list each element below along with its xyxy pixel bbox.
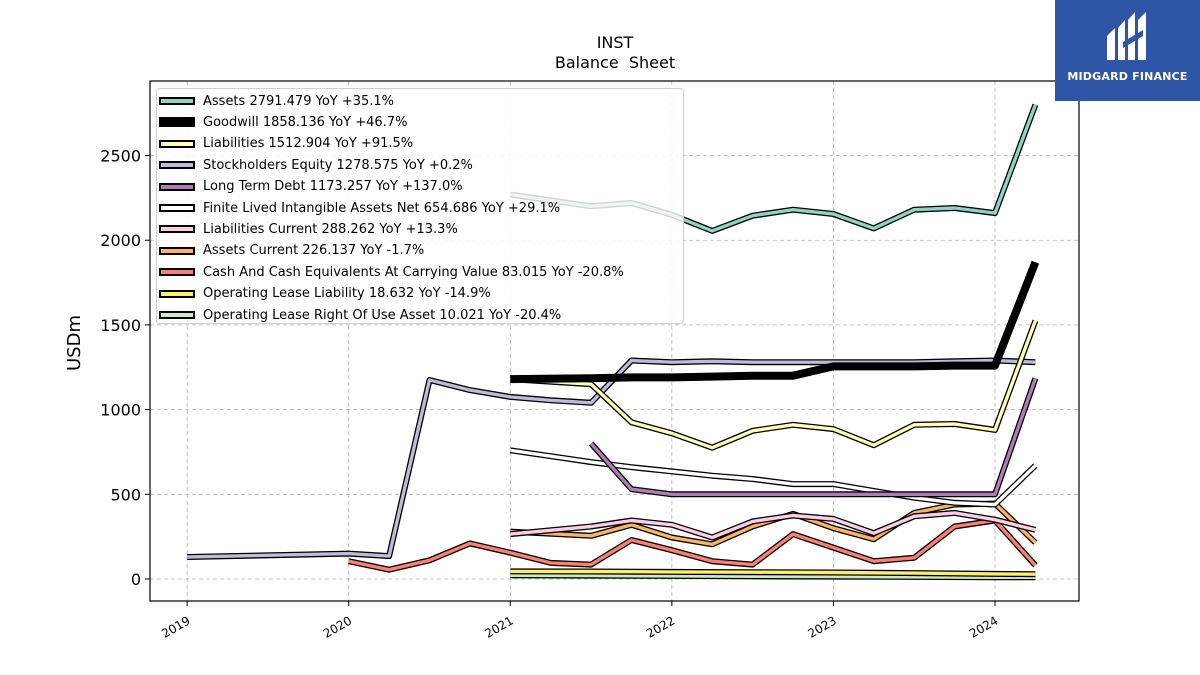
y-tick-label: 0: [131, 570, 141, 589]
legend-item: Liabilities 1512.904 YoY +91.5%: [159, 134, 413, 154]
legend-label: Liabilities Current 288.262 YoY +13.3%: [203, 221, 458, 237]
midgard-logo-icon: [1107, 12, 1146, 60]
legend-item: Stockholders Equity 1278.575 YoY +0.2%: [159, 155, 473, 175]
legend-swatch: [159, 268, 195, 277]
legend-label: Assets 2791.479 YoY +35.1%: [203, 93, 395, 109]
series-line: [187, 358, 1036, 559]
legend-swatch: [159, 289, 195, 298]
legend-item: Cash And Cash Equivalents At Carrying Va…: [159, 262, 624, 282]
legend-item: Liabilities Current 288.262 YoY +13.3%: [159, 219, 458, 239]
y-tick-label: 1500: [100, 316, 141, 335]
chart-title: INST: [597, 33, 634, 52]
legend-swatch: [159, 117, 195, 128]
legend-item: Operating Lease Right Of Use Asset 10.02…: [159, 305, 561, 325]
legend-label: Cash And Cash Equivalents At Carrying Va…: [203, 264, 624, 280]
x-tick-label: 2020: [321, 613, 354, 640]
legend-label: Stockholders Equity 1278.575 YoY +0.2%: [203, 157, 473, 173]
plot-frame: [149, 80, 1080, 602]
series-10: [510, 572, 1036, 581]
brand-name: MIDGARD FINANCE: [1067, 70, 1188, 83]
brand-logo: MIDGARD FINANCE: [1055, 0, 1200, 101]
legend-label: Goodwill 1858.136 YoY +46.7%: [203, 114, 408, 130]
legend-label: Assets Current 226.137 YoY -1.7%: [203, 243, 425, 259]
chart-subtitle: Balance Sheet: [555, 53, 675, 72]
x-tick-label: 2022: [644, 613, 677, 640]
legend-swatch: [159, 97, 195, 105]
legend-swatch: [159, 311, 195, 319]
series-line: [510, 511, 1036, 540]
series-8: [348, 517, 1038, 573]
legend-item: Goodwill 1858.136 YoY +46.7%: [159, 112, 407, 132]
series-line: [510, 448, 1037, 507]
y-tick-label: 500: [110, 485, 141, 504]
series-6: [510, 509, 1037, 541]
series-line: [589, 377, 1038, 496]
legend-swatch: [159, 204, 195, 212]
legend-swatch: [159, 161, 195, 170]
series-9: [510, 568, 1036, 578]
legend-item: Long Term Debt 1173.257 YoY +137.0%: [159, 177, 463, 197]
legend-swatch: [159, 246, 195, 255]
y-tick-label: 1000: [100, 401, 141, 420]
series-1: [510, 260, 1040, 384]
x-tick-label: 2021: [482, 613, 515, 640]
legend-swatch: [159, 182, 195, 191]
series-layer: [187, 103, 1040, 581]
legend-label: Long Term Debt 1173.257 YoY +137.0%: [203, 179, 463, 195]
x-tick-label: 2023: [805, 613, 838, 640]
series-line: [348, 518, 1037, 572]
series-line: [510, 569, 1036, 576]
legend-label: Liabilities 1512.904 YoY +91.5%: [203, 136, 414, 152]
legend-item: Operating Lease Liability 18.632 YoY -14…: [159, 284, 491, 304]
y-axis-label: USDm: [64, 315, 85, 371]
legend-item: Finite Lived Intangible Assets Net 654.6…: [159, 198, 560, 218]
series-2: [510, 319, 1039, 451]
series-3: [187, 357, 1036, 560]
legend-swatch: [159, 139, 195, 148]
axis-ticks: 2019 2020 2021 2022 2023 2024 0 500 1000 1500 2000…: [100, 147, 1000, 641]
legend-label: Operating Lease Right Of Use Asset 10.02…: [203, 307, 562, 323]
legend-label: Operating Lease Liability 18.632 YoY -14…: [203, 286, 491, 302]
legend-label: Finite Lived Intangible Assets Net 654.6…: [203, 200, 561, 216]
y-tick-label: 2000: [100, 231, 141, 250]
series-5: [509, 447, 1038, 508]
series-4: [588, 377, 1039, 498]
x-tick-label: 2019: [159, 613, 192, 640]
legend-item: Assets Current 226.137 YoY -1.7%: [159, 241, 424, 261]
legend-item: Assets 2791.479 YoY +35.1%: [159, 91, 394, 111]
chart-legend: Assets 2791.479 YoY +35.1% Goodwill 1858.…: [156, 88, 684, 324]
series-line: [510, 320, 1037, 450]
y-tick-label: 2500: [100, 147, 141, 166]
series-line: [510, 260, 1040, 384]
series-line: [510, 573, 1036, 579]
x-tick-label: 2024: [967, 613, 1000, 640]
legend-swatch: [159, 225, 195, 234]
series-line-outline: [588, 377, 1039, 498]
